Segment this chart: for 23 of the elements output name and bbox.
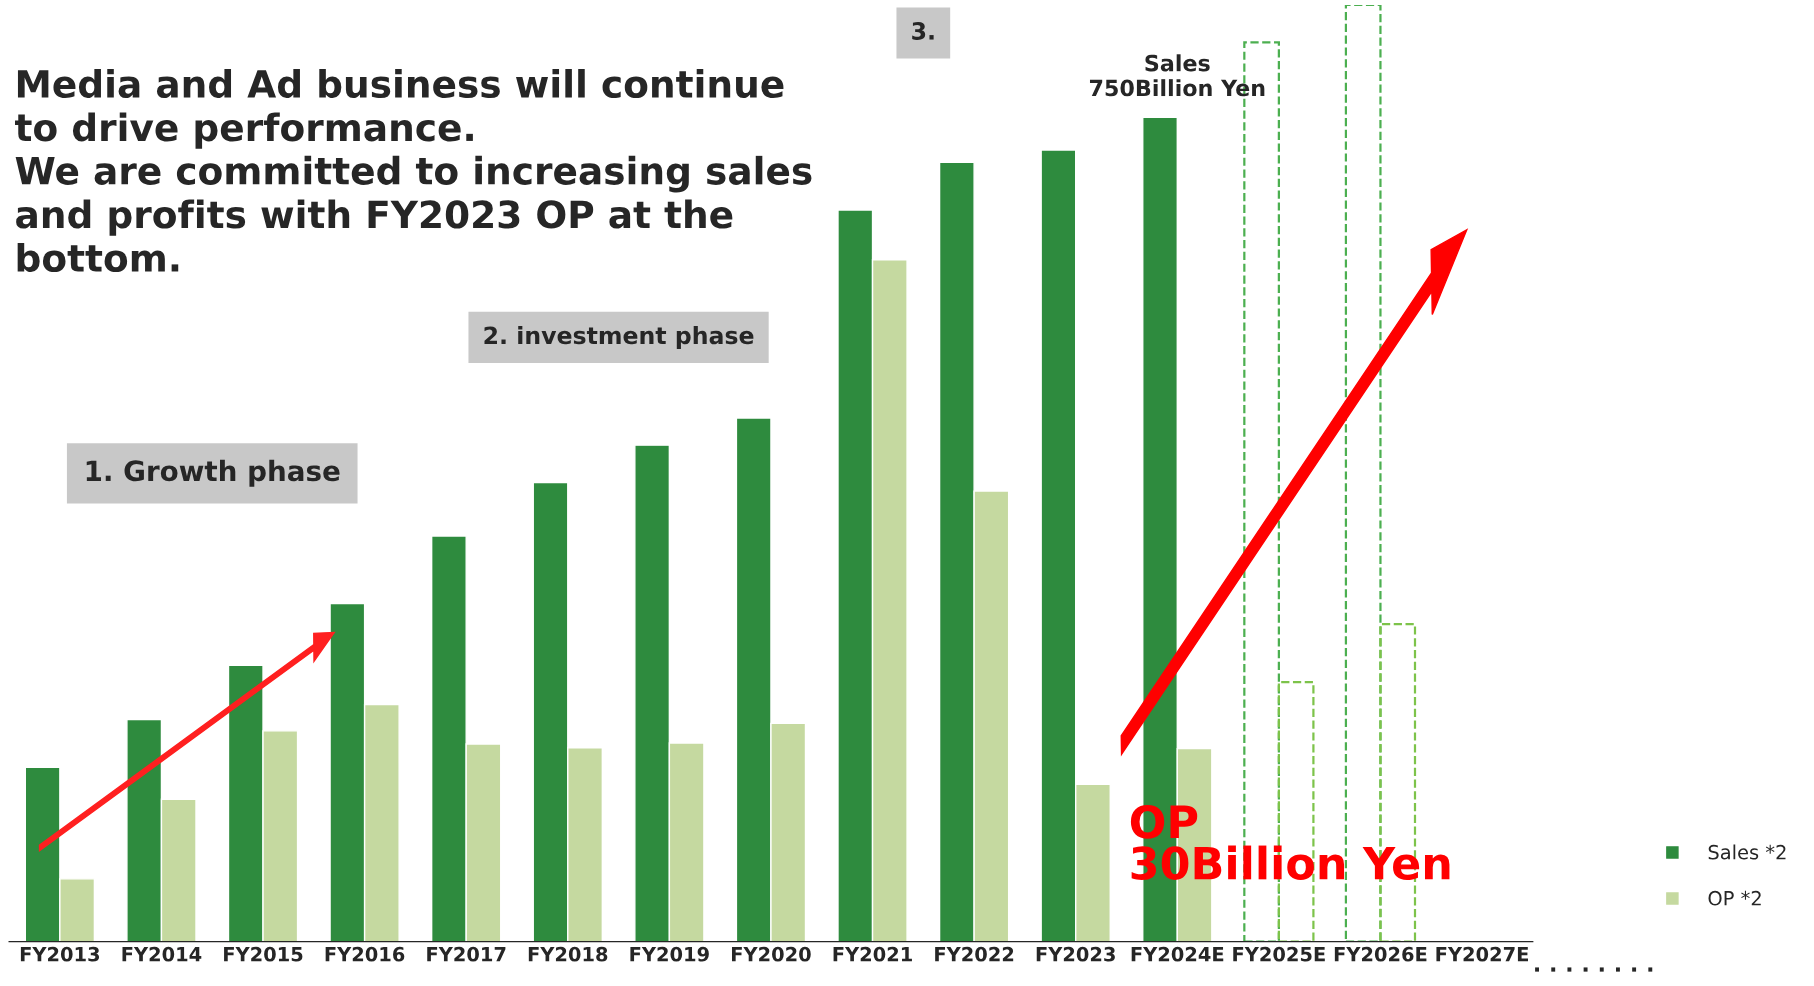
annotation: 3. xyxy=(912,22,934,40)
x-tick-label: FY2023 xyxy=(1036,946,1115,962)
x-tick-label: FY2016 xyxy=(325,946,405,962)
x-tick-label: FY2013 xyxy=(20,946,100,962)
x-tick-label: FY2015 xyxy=(224,946,303,962)
legend-label: Sales *2 xyxy=(1708,844,1786,860)
x-tick-label: FY2026E xyxy=(1334,946,1427,962)
annotation: 1. Growth phase xyxy=(86,459,340,487)
x-tick-label: FY2022 xyxy=(935,946,1014,962)
x-tick-label: FY2020 xyxy=(732,946,811,962)
x-tick-label: FY2019 xyxy=(630,946,709,962)
text: · · · · · · · · xyxy=(1535,967,1653,972)
x-tick-label: FY2027E xyxy=(1436,946,1528,962)
x-tick-label: FY2021 xyxy=(833,946,912,962)
x-tick-label: FY2014 xyxy=(122,946,202,962)
legend-label: OP *2 xyxy=(1708,890,1761,906)
x-tick-label: FY2025E xyxy=(1233,946,1325,962)
x-tick-label: FY2017 xyxy=(427,946,506,962)
text: Media and Ad business will continue to drive performance. We are committed to increasing sales and profits with FY2023 OP at the bottom. xyxy=(15,69,812,273)
x-tick-label: FY2018 xyxy=(528,946,608,962)
x-tick-label: FY2024E xyxy=(1131,946,1224,962)
annotation: 2. investment phase xyxy=(484,326,754,349)
annotation: Sales 750Billion Yen xyxy=(1089,54,1265,97)
